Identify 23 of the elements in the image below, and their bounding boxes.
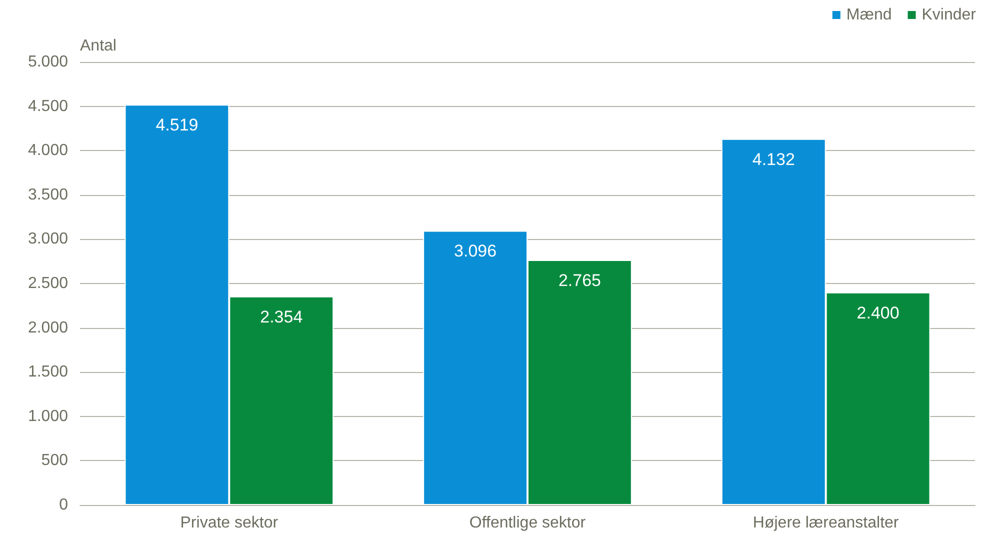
data-label: 4.132 (752, 150, 795, 169)
data-label: 2.765 (558, 271, 601, 290)
x-tick-label: Private sektor (180, 514, 279, 532)
legend-label: Mænd (846, 6, 892, 24)
data-label: 4.519 (156, 116, 198, 135)
y-tick-label: 500 (41, 452, 68, 470)
data-label: 3.096 (454, 242, 497, 261)
y-axis-title: Antal (80, 38, 116, 54)
y-tick-label: 1.500 (28, 364, 68, 381)
y-tick-label: 4.500 (28, 98, 68, 115)
y-tick-label: 0 (59, 496, 68, 514)
y-tick-label: 3.500 (28, 186, 68, 204)
y-tick-label: 1.000 (28, 408, 68, 425)
y-tick-label: 2.000 (28, 319, 68, 336)
data-label: 2.354 (260, 307, 303, 326)
y-tick-label: 2.500 (28, 275, 68, 292)
x-tick-label: Højere læreanstalter (752, 514, 900, 532)
y-tick-label: 3.000 (28, 230, 68, 248)
y-tick-label: 5.000 (28, 54, 68, 70)
data-label: 2.400 (856, 303, 900, 322)
x-tick-label: Offentlige sektor (469, 514, 586, 532)
legend-label: Kvinder (922, 6, 977, 24)
y-tick-label: 4.000 (28, 142, 68, 160)
